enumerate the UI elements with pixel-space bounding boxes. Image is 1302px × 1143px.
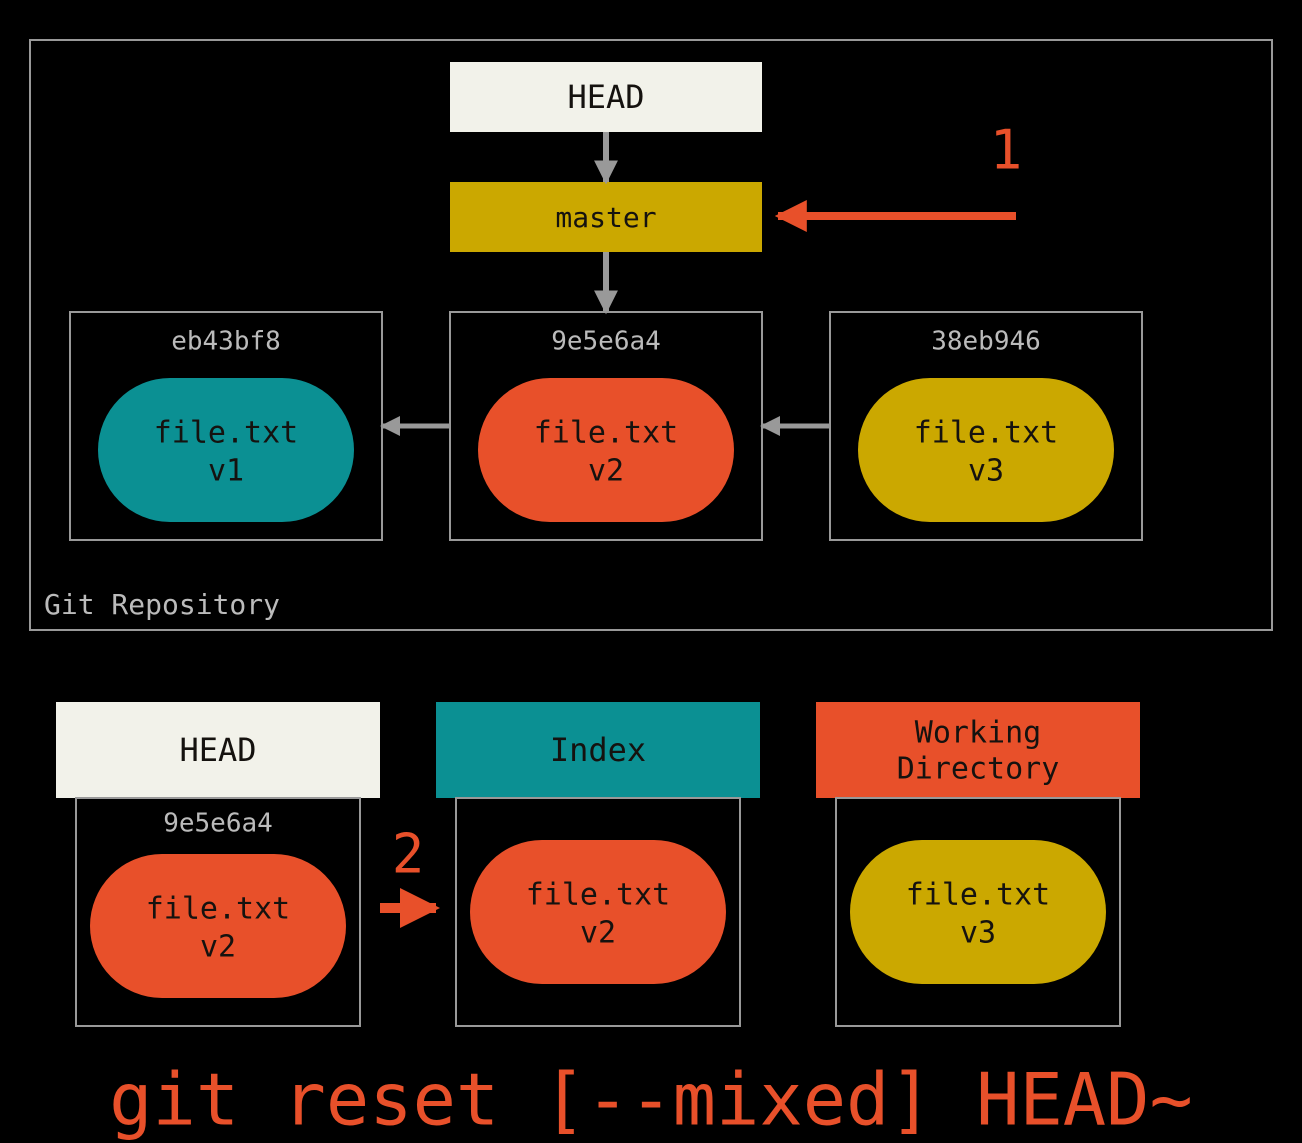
commit-file-1: file.txt bbox=[534, 416, 679, 451]
tree-file-1: file.txt bbox=[526, 878, 671, 913]
commit-hash-1: 9e5e6a4 bbox=[551, 327, 661, 357]
tree-version-0: v2 bbox=[200, 930, 236, 965]
tree-header-label-0: HEAD bbox=[179, 731, 256, 769]
tree-version-1: v2 bbox=[580, 916, 616, 951]
head-box-label: HEAD bbox=[567, 78, 644, 116]
repo-label: Git Repository bbox=[44, 588, 280, 621]
tree-file-2: file.txt bbox=[906, 878, 1051, 913]
commit-hash-2: 38eb946 bbox=[931, 327, 1041, 357]
commit-hash-0: eb43bf8 bbox=[171, 327, 281, 357]
step-1-label: 1 bbox=[990, 119, 1023, 182]
tree-header-label-2-0: Working bbox=[915, 716, 1041, 751]
commit-version-1: v2 bbox=[588, 454, 624, 489]
tree-header-label-2-1: Directory bbox=[897, 752, 1060, 787]
command-text: git reset [--mixed] HEAD~ bbox=[109, 1058, 1193, 1142]
master-box-label: master bbox=[555, 201, 656, 234]
commit-version-2: v3 bbox=[968, 454, 1004, 489]
step-2-label: 2 bbox=[392, 823, 425, 886]
tree-hash-0: 9e5e6a4 bbox=[163, 809, 273, 839]
tree-version-2: v3 bbox=[960, 916, 996, 951]
commit-file-0: file.txt bbox=[154, 416, 299, 451]
tree-file-0: file.txt bbox=[146, 892, 291, 927]
commit-version-0: v1 bbox=[208, 454, 244, 489]
commit-file-2: file.txt bbox=[914, 416, 1059, 451]
tree-header-label-1: Index bbox=[550, 731, 646, 769]
